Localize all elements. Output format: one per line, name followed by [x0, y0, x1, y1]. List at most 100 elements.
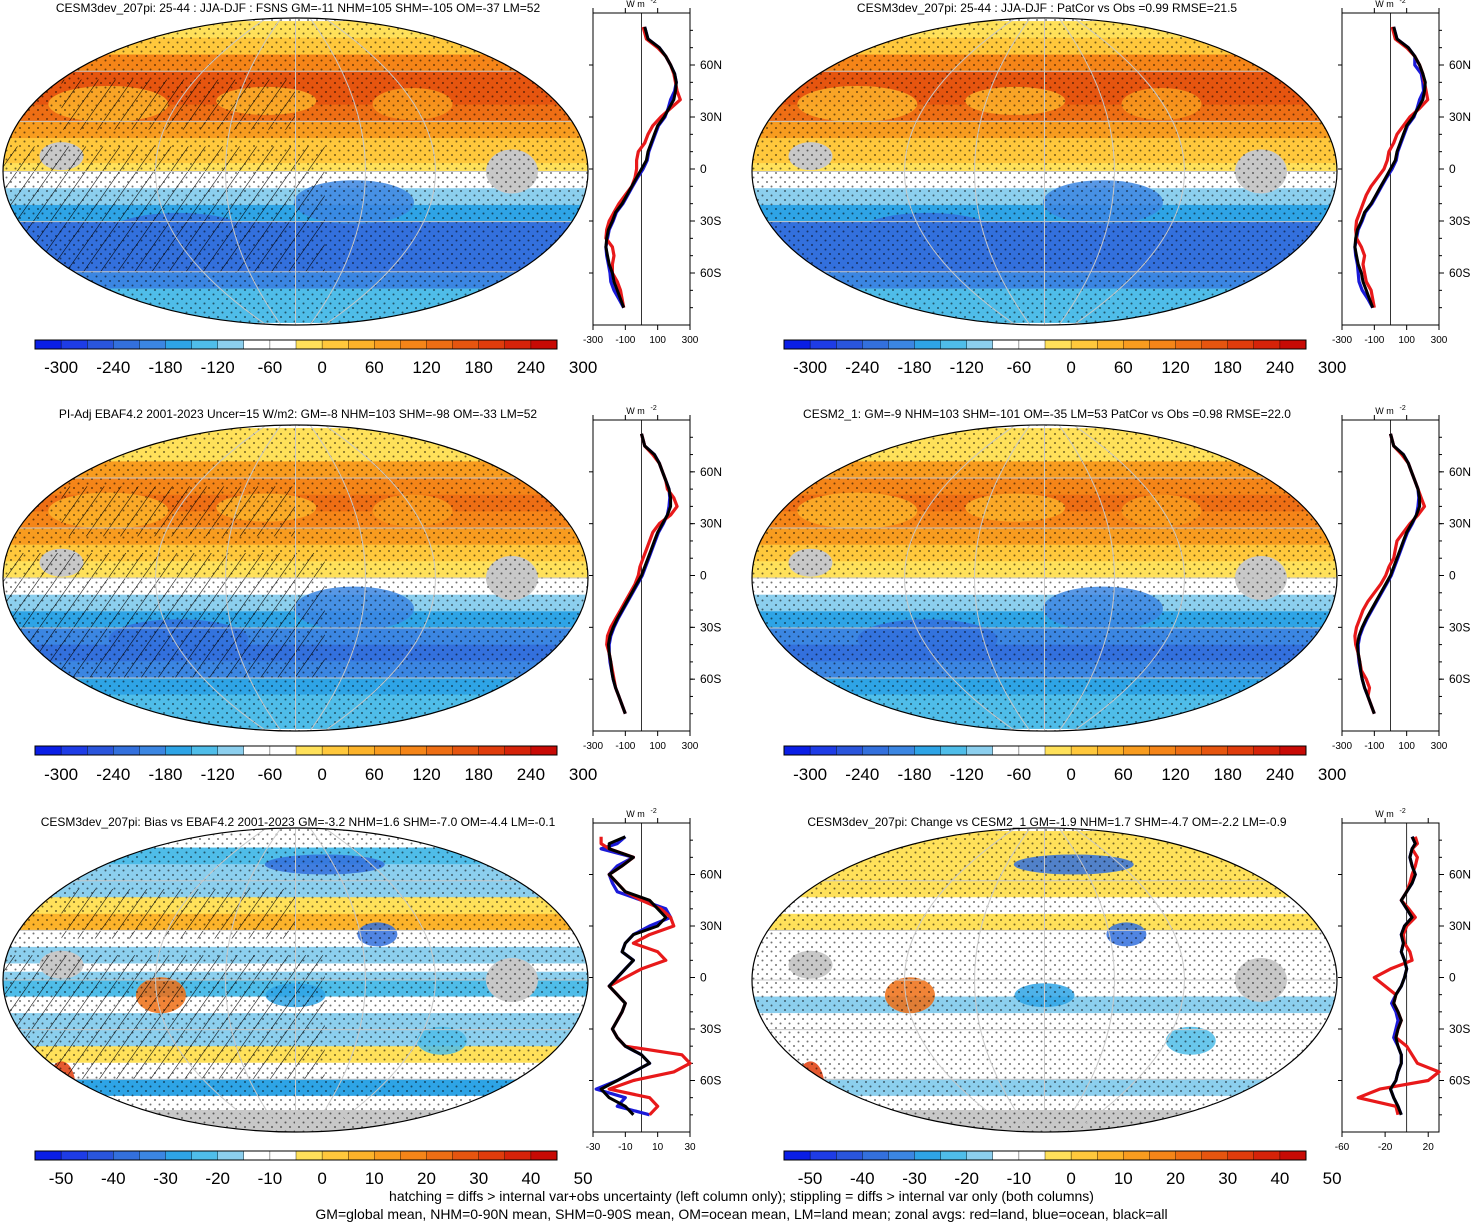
colorbar-label: -10 — [1007, 1169, 1032, 1188]
colorbar-swatch — [809, 339, 837, 350]
colorbar-label: -40 — [101, 1169, 126, 1188]
lat-tick-label: 60N — [700, 465, 722, 479]
colorbar-swatch — [530, 745, 558, 756]
graticule-meridian — [155, 17, 267, 325]
lat-tick-label: 0 — [700, 971, 707, 985]
colorbar-swatch — [1175, 1150, 1203, 1161]
panel-middle-right: CESM2_1: GM=-9 NHM=103 SHM=-101 OM=-35 L… — [751, 405, 1471, 784]
colorbar-label: 0 — [317, 358, 326, 377]
colorbar-swatch — [165, 339, 193, 350]
zonal-x-tick-label: 300 — [682, 335, 699, 346]
colorbar-swatch — [940, 339, 968, 350]
colorbar: -300 -240 -180 -120 -60 0 60 120 180 240 300 — [34, 745, 597, 784]
colorbar-swatch — [1044, 745, 1072, 756]
colorbar-swatch — [269, 339, 297, 350]
colorbar-swatch — [966, 745, 994, 756]
zonal-x-tick-label: -100 — [615, 741, 635, 752]
footnote-hatching: hatching = diffs > internal var+obs unce… — [389, 1188, 1094, 1204]
colorbar-swatch — [165, 745, 193, 756]
colorbar-swatch — [478, 745, 506, 756]
colorbar-swatch — [321, 745, 349, 756]
colorbar-label: 0 — [317, 1169, 326, 1188]
graticule-meridian — [324, 828, 436, 1132]
lat-tick-label: 30N — [700, 110, 722, 124]
colorbar-swatch — [966, 1150, 994, 1161]
colorbar-label: 60 — [1114, 358, 1133, 377]
colorbar-label: -180 — [148, 358, 182, 377]
map-field — [752, 17, 1337, 326]
colorbar-label: 240 — [517, 765, 545, 784]
colorbar-swatch — [400, 1150, 427, 1161]
colorbar-swatch — [478, 1150, 506, 1161]
hatching-overlay — [61, 486, 296, 537]
map-outline — [2, 17, 589, 326]
colorbar-label: -180 — [148, 765, 182, 784]
colorbar-label: -120 — [950, 358, 984, 377]
colorbar-swatch — [1175, 339, 1203, 350]
colorbar-swatch — [1201, 1150, 1229, 1161]
colorbar-label: -10 — [258, 1169, 283, 1188]
graticule-meridian — [1058, 827, 1115, 1133]
zonal-x-tick-label: 100 — [649, 741, 666, 752]
colorbar-swatch — [191, 339, 219, 350]
map-outline — [2, 424, 589, 732]
graticule-meridian — [225, 17, 282, 325]
panel-top-right: CESM3dev_207pi: 25-44 : JJA-DJF : PatCor… — [751, 0, 1471, 377]
colorbar-swatch — [1123, 745, 1150, 756]
map-field — [752, 424, 1337, 732]
lat-tick-label: 30N — [700, 517, 722, 531]
colorbar-swatch — [966, 339, 994, 350]
colorbar-swatch — [165, 1150, 193, 1161]
lat-tick-label: 0 — [1449, 162, 1456, 176]
graticule-meridian — [225, 425, 282, 731]
hatching-overlay — [61, 79, 296, 130]
colorbar-swatch — [992, 1150, 1020, 1161]
colorbar-label: 0 — [1066, 1169, 1075, 1188]
colorbar-label: -180 — [897, 358, 931, 377]
lat-tick-label: 0 — [700, 162, 707, 176]
colorbar-label: 180 — [465, 765, 493, 784]
colorbar-label: -300 — [44, 765, 78, 784]
lat-tick-label: 60N — [1449, 465, 1471, 479]
lat-tick-label: 30S — [700, 620, 721, 634]
colorbar-swatch — [836, 339, 863, 350]
colorbar-swatch — [86, 745, 114, 756]
lat-tick-label: 30N — [1449, 110, 1471, 124]
colorbar-swatch — [217, 339, 245, 350]
zonal-x-tick-label: -100 — [615, 335, 635, 346]
colorbar-label: 50 — [574, 1169, 593, 1188]
zonal-x-tick-label: -60 — [1335, 1142, 1350, 1153]
colorbar-frame — [34, 1150, 558, 1161]
colorbar-swatch — [86, 1150, 114, 1161]
colorbar-frame — [34, 339, 558, 350]
colorbar-swatch — [1149, 745, 1177, 756]
graticule-meridian — [974, 424, 1031, 732]
colorbar-label: -300 — [793, 358, 827, 377]
colorbar-swatch — [888, 1150, 916, 1161]
colorbar-label: 120 — [412, 765, 440, 784]
colorbar-swatch — [60, 339, 88, 350]
graticule-meridian — [324, 425, 436, 731]
graticule-meridian — [324, 17, 436, 325]
colorbar-label: 40 — [521, 1169, 540, 1188]
colorbar-swatch — [1096, 1150, 1124, 1161]
colorbar-swatch — [530, 339, 558, 350]
hatching-overlay — [61, 888, 296, 939]
colorbar-label: 240 — [1266, 765, 1294, 784]
colorbar-swatch — [940, 1150, 968, 1161]
graticule-meridian — [309, 828, 366, 1132]
colorbar-frame — [34, 745, 558, 756]
map-field — [3, 17, 588, 325]
zonal-x-tick-label: -30 — [586, 1142, 601, 1153]
colorbar-swatch — [940, 745, 968, 756]
colorbar-label: 10 — [1114, 1169, 1133, 1188]
colorbar-swatch — [992, 745, 1020, 756]
zonal-x-tick-label: -10 — [618, 1142, 633, 1153]
lat-tick-label: 30S — [1449, 214, 1470, 228]
colorbar-label: 60 — [365, 358, 384, 377]
colorbar-swatch — [504, 745, 532, 756]
colorbar-swatch — [1096, 745, 1124, 756]
lat-tick-label: 60N — [1449, 58, 1471, 72]
colorbar-swatch — [1123, 1150, 1150, 1161]
